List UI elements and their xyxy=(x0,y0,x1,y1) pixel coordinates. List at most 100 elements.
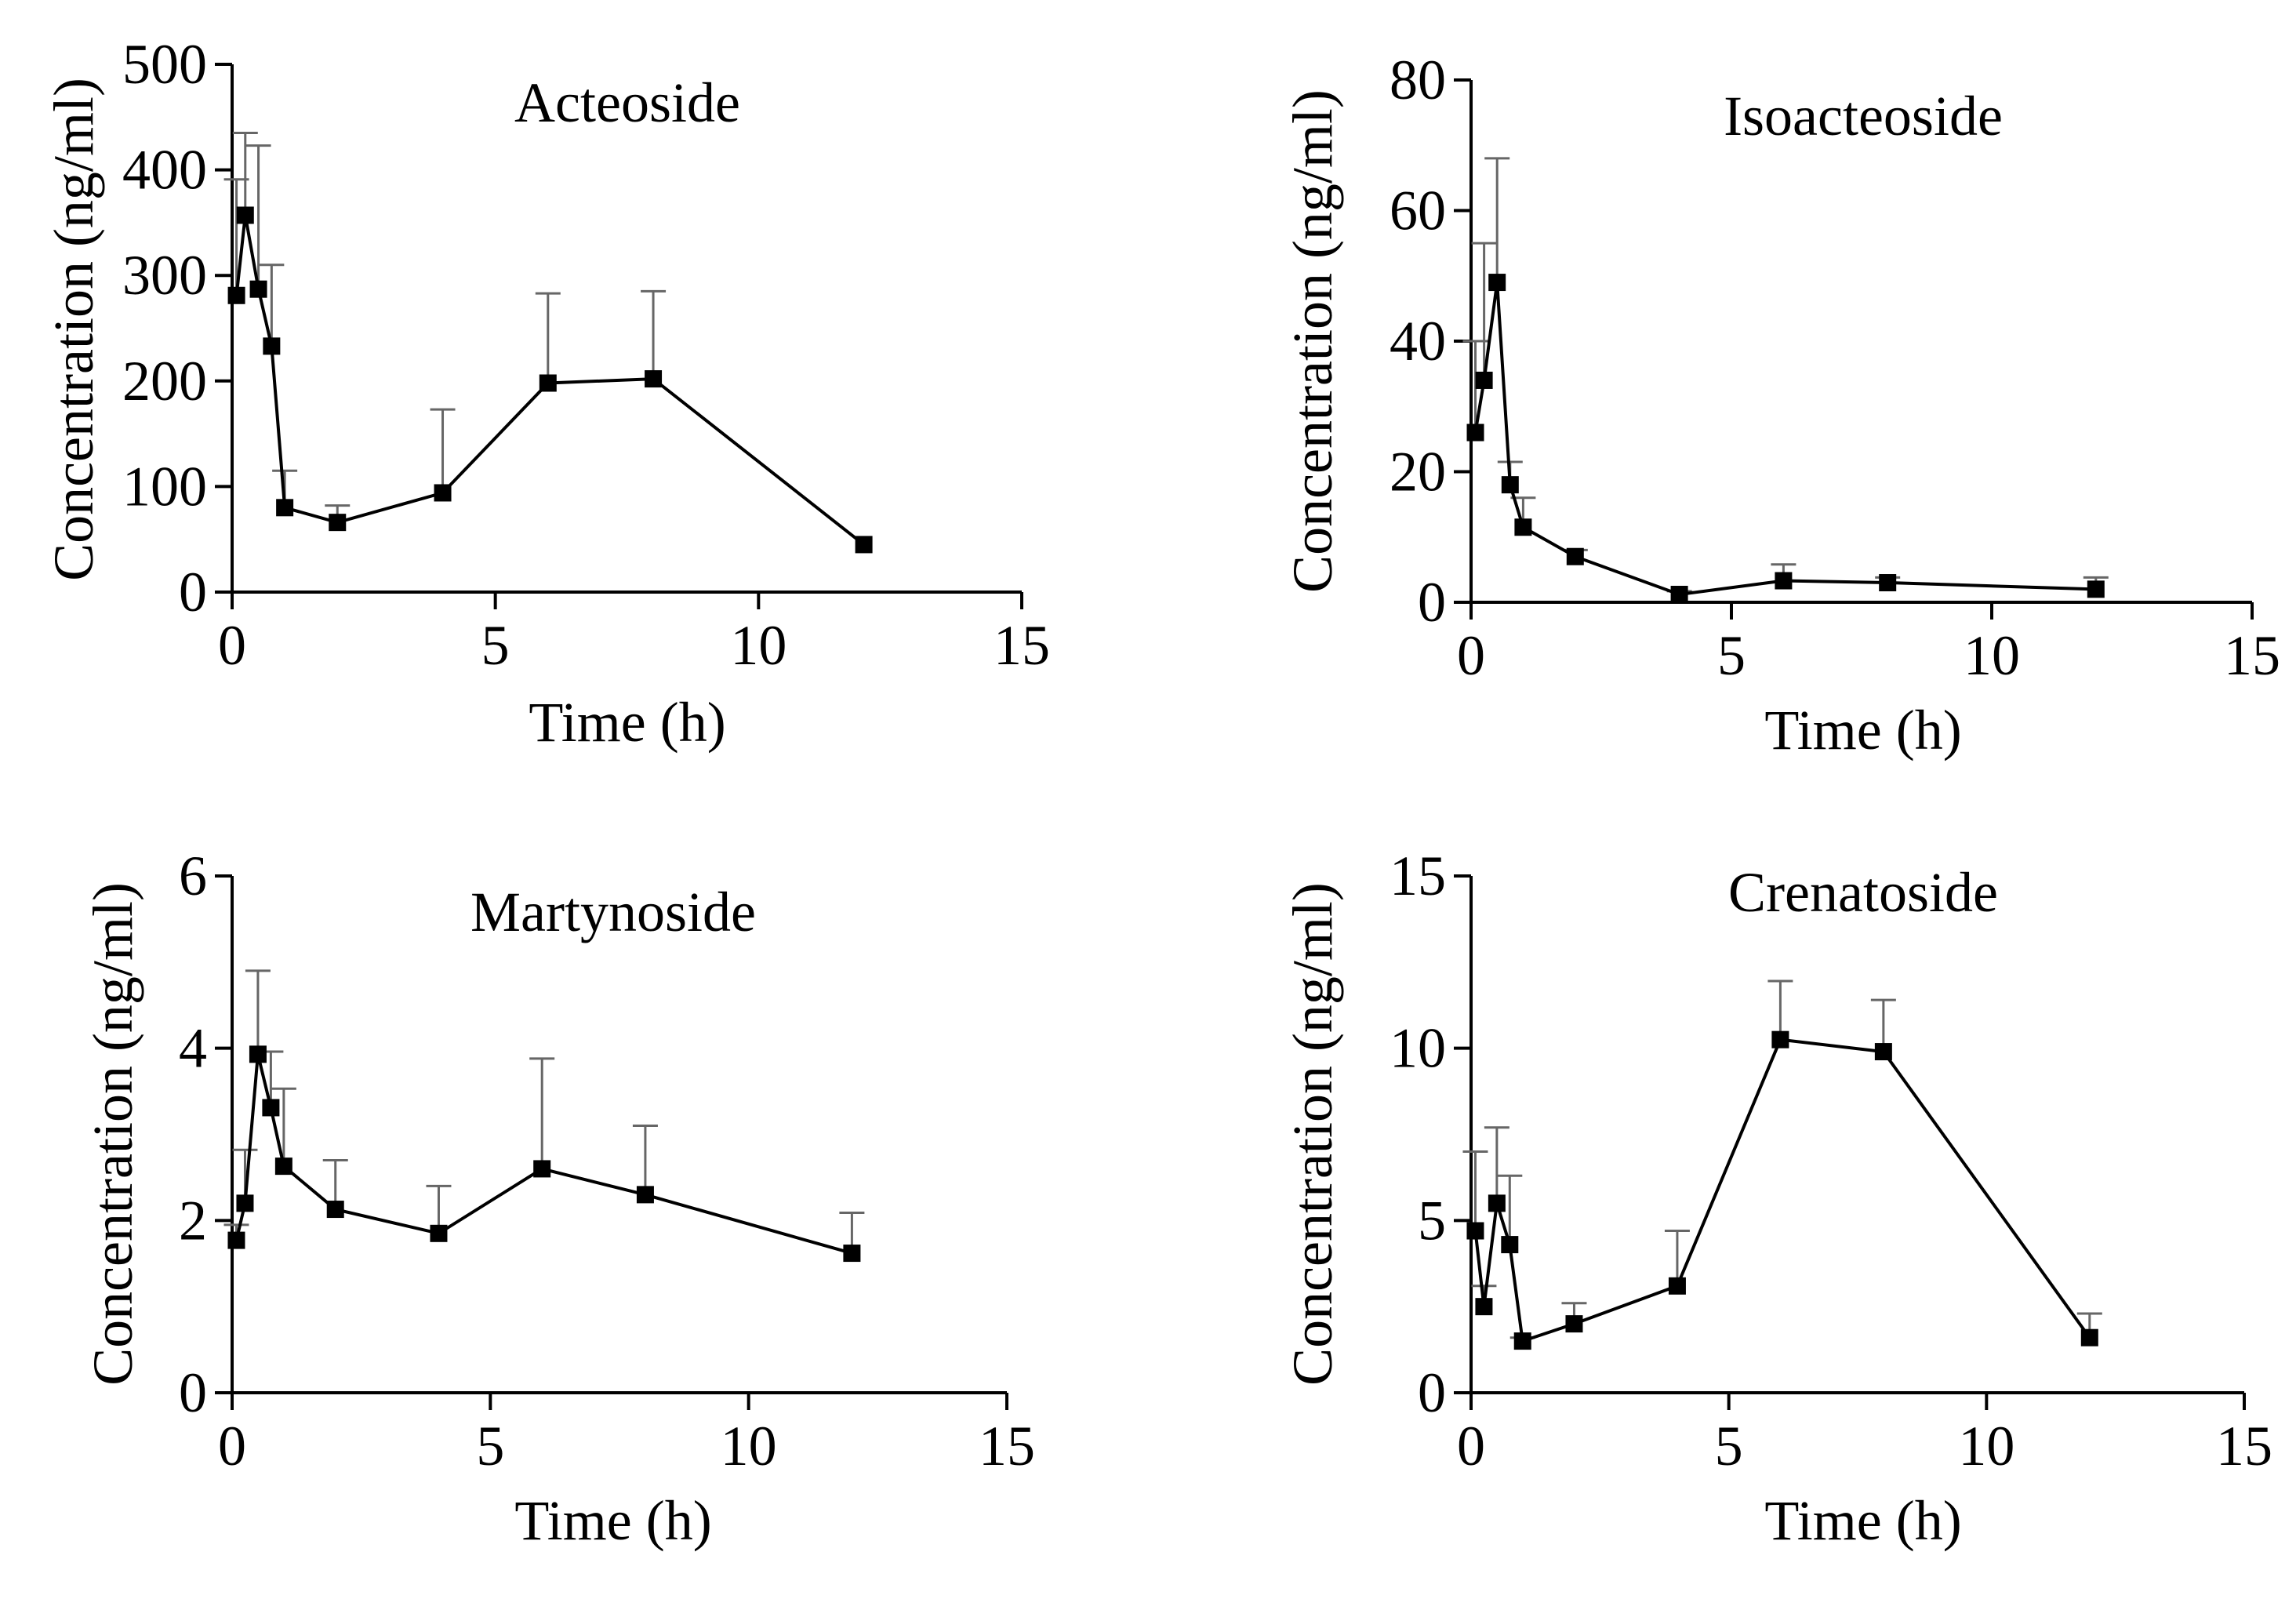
data-point xyxy=(263,337,281,355)
chart-title: Isoacteoside xyxy=(1724,85,2003,147)
data-point xyxy=(227,1231,245,1249)
x-tick-label: 5 xyxy=(476,1415,504,1477)
chart-title: Martynoside xyxy=(470,881,756,943)
x-tick-label: 5 xyxy=(481,614,510,677)
chart-title: Crenatoside xyxy=(1728,861,1998,924)
data-point xyxy=(533,1160,551,1178)
data-point xyxy=(227,286,245,304)
data-point xyxy=(645,370,663,388)
y-tick-label: 200 xyxy=(122,350,207,412)
x-tick-label: 0 xyxy=(1457,624,1485,687)
data-point xyxy=(855,536,873,554)
y-tick-label: 80 xyxy=(1390,49,1446,111)
chart-panel-crenatoside: 0 5 10 15 0 5 10 15 Crenatoside Time (h) Concentra… xyxy=(1281,845,2272,1552)
x-tick-label: 15 xyxy=(979,1415,1035,1477)
y-tick-label: 0 xyxy=(179,561,207,623)
x-tick-label: 15 xyxy=(994,614,1050,677)
error-bar xyxy=(1462,1150,1488,1231)
series-line xyxy=(1473,1038,2091,1343)
error-bar xyxy=(232,131,258,216)
data-point xyxy=(326,1201,344,1219)
x-axis-title: Time (h) xyxy=(1764,699,1961,761)
y-tick-label: 2 xyxy=(179,1189,207,1252)
error-bar xyxy=(430,408,456,493)
x-tick-label: 15 xyxy=(2224,624,2280,687)
x-axis-title: Time (h) xyxy=(529,691,725,754)
data-point xyxy=(2080,1328,2098,1346)
y-tick-label: 60 xyxy=(1390,180,1446,242)
data-point xyxy=(1466,1222,1484,1240)
y-axis-title: Concentration (ng/ml) xyxy=(1281,89,1344,593)
y-tick-label: 20 xyxy=(1390,441,1446,503)
data-point xyxy=(249,280,267,298)
data-point xyxy=(1879,574,1897,592)
chart-panel-isoacteoside: 0 5 10 15 0 20 40 60 80 Isoacteoside Time (h) Conce… xyxy=(1281,49,2280,761)
x-tick-label: 15 xyxy=(2216,1415,2272,1477)
y-tick-label: 500 xyxy=(122,33,207,96)
error-bar xyxy=(535,292,561,383)
data-point xyxy=(1488,274,1506,292)
data-point xyxy=(843,1245,861,1263)
data-point xyxy=(274,1157,292,1176)
chart-title: Acteoside xyxy=(514,71,740,134)
data-point xyxy=(2087,580,2105,598)
error-bar xyxy=(259,263,285,347)
data-point xyxy=(276,499,294,517)
data-point xyxy=(1771,1030,1789,1048)
x-tick-label: 10 xyxy=(1958,1415,2014,1477)
data-point xyxy=(430,1224,448,1242)
chart-panel-acteoside: 0 5 10 15 0 100 200 300 400 500 Acteoside Time (h) C… xyxy=(42,33,1050,754)
error-bar xyxy=(245,969,271,1055)
data-point xyxy=(262,1099,280,1117)
series-line xyxy=(1473,282,2096,597)
data-point xyxy=(1475,1298,1493,1316)
error-bar xyxy=(1664,1230,1690,1286)
series-line xyxy=(234,215,865,546)
x-tick-label: 0 xyxy=(1457,1415,1485,1477)
y-tick-label: 0 xyxy=(1418,571,1446,634)
data-point xyxy=(1501,476,1519,494)
data-point xyxy=(1874,1043,1892,1061)
error-bar xyxy=(529,1057,555,1169)
data-point xyxy=(1775,572,1793,590)
data-point xyxy=(636,1186,654,1204)
y-tick-label: 100 xyxy=(122,455,207,518)
data-point xyxy=(1488,1194,1506,1212)
data-point xyxy=(1501,1236,1519,1254)
y-axis-title: Concentration (ng/ml) xyxy=(82,882,144,1386)
x-tick-label: 0 xyxy=(218,614,246,677)
x-tick-label: 10 xyxy=(730,614,787,677)
y-axis-title: Concentration (ng/ml) xyxy=(42,78,105,581)
x-tick-label: 0 xyxy=(218,1415,246,1477)
y-tick-label: 4 xyxy=(179,1017,207,1080)
data-point xyxy=(329,514,347,532)
x-axis-title: Time (h) xyxy=(514,1489,711,1552)
x-tick-label: 10 xyxy=(1964,624,2020,687)
y-tick-label: 5 xyxy=(1418,1189,1446,1252)
y-tick-label: 10 xyxy=(1390,1017,1446,1080)
data-point xyxy=(1514,518,1532,536)
error-bar xyxy=(632,1125,658,1195)
x-tick-label: 5 xyxy=(1715,1415,1743,1477)
y-tick-label: 0 xyxy=(1418,1361,1446,1424)
y-tick-label: 400 xyxy=(122,139,207,202)
data-point xyxy=(434,484,452,502)
data-point xyxy=(1565,1315,1583,1333)
error-bar xyxy=(1484,157,1510,283)
error-bar xyxy=(245,144,271,289)
y-tick-label: 0 xyxy=(179,1361,207,1424)
error-bar xyxy=(1471,242,1497,380)
error-bar xyxy=(1497,1174,1523,1245)
error-bar xyxy=(1767,979,1793,1040)
x-axis-title: Time (h) xyxy=(1764,1489,1961,1552)
x-tick-label: 10 xyxy=(721,1415,777,1477)
y-tick-label: 15 xyxy=(1390,845,1446,907)
error-bar xyxy=(271,1087,296,1167)
data-point xyxy=(1475,371,1493,389)
x-tick-label: 5 xyxy=(1717,624,1746,687)
error-bar xyxy=(641,289,667,380)
y-tick-label: 6 xyxy=(179,845,207,907)
data-point xyxy=(1466,423,1484,442)
